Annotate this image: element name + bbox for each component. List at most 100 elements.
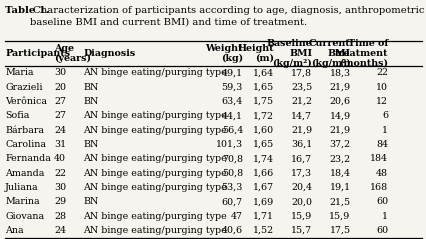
Text: 20,0: 20,0 [291, 197, 311, 206]
Text: Grazieli: Grazieli [5, 83, 43, 92]
Text: AN binge eating/purging type: AN binge eating/purging type [83, 68, 227, 77]
Text: 10: 10 [375, 83, 387, 92]
Text: Ana: Ana [5, 226, 24, 235]
Text: 1: 1 [381, 126, 387, 135]
Text: Weight
(kg): Weight (kg) [205, 43, 242, 63]
Text: 1,67: 1,67 [252, 183, 273, 192]
Text: 1,72: 1,72 [252, 111, 273, 120]
Text: Carolina: Carolina [5, 140, 46, 149]
Text: 101,3: 101,3 [215, 140, 242, 149]
Text: 49,1: 49,1 [222, 68, 242, 77]
Text: BN: BN [83, 83, 98, 92]
Text: Bárbara: Bárbara [5, 126, 44, 135]
Text: 30: 30 [54, 183, 66, 192]
Text: 22: 22 [54, 169, 66, 178]
Text: AN binge eating/purging type: AN binge eating/purging type [83, 183, 227, 192]
Text: 60: 60 [375, 197, 387, 206]
Text: 21,5: 21,5 [329, 197, 350, 206]
Text: Age
(years): Age (years) [54, 43, 91, 63]
Text: Amanda: Amanda [5, 169, 44, 178]
Text: Participants: Participants [5, 49, 70, 58]
Text: 1,66: 1,66 [252, 169, 273, 178]
Text: 20,4: 20,4 [291, 183, 311, 192]
Text: 40,6: 40,6 [222, 226, 242, 235]
Text: 60: 60 [375, 226, 387, 235]
Text: Sofia: Sofia [5, 111, 29, 120]
Text: 28: 28 [54, 212, 66, 221]
Text: Characterization of participants according to age, diagnosis, anthropometric dat: Characterization of participants accordi… [30, 6, 426, 26]
Text: 1,75: 1,75 [252, 97, 273, 106]
Text: 1: 1 [381, 212, 387, 221]
Text: 18,4: 18,4 [329, 169, 350, 178]
Text: Giovana: Giovana [5, 212, 44, 221]
Text: Baseline
BMI
(kg/m²): Baseline BMI (kg/m²) [266, 38, 311, 68]
Text: 21,2: 21,2 [291, 97, 311, 106]
Text: 24: 24 [54, 226, 66, 235]
Text: 17,3: 17,3 [291, 169, 311, 178]
Text: Verônica: Verônica [5, 97, 47, 106]
Text: 15,7: 15,7 [291, 226, 311, 235]
Text: 14,9: 14,9 [329, 111, 350, 120]
Text: 1,69: 1,69 [252, 197, 273, 206]
Text: 15,9: 15,9 [290, 212, 311, 221]
Text: 21,9: 21,9 [329, 83, 350, 92]
Text: 21,9: 21,9 [329, 126, 350, 135]
Text: AN binge eating/purging type: AN binge eating/purging type [83, 126, 227, 135]
Text: 23,5: 23,5 [290, 83, 311, 92]
Text: 50,8: 50,8 [222, 169, 242, 178]
Text: Marina: Marina [5, 197, 40, 206]
Text: BN: BN [83, 140, 98, 149]
Text: Fernanda: Fernanda [5, 154, 51, 163]
Text: AN binge eating/purging type: AN binge eating/purging type [83, 212, 227, 221]
Text: BN: BN [83, 97, 98, 106]
Text: 44,1: 44,1 [222, 111, 242, 120]
Text: 18,3: 18,3 [329, 68, 350, 77]
Text: 17,5: 17,5 [329, 226, 350, 235]
Text: 36,1: 36,1 [290, 140, 311, 149]
Text: 23,2: 23,2 [329, 154, 350, 163]
Text: 1,74: 1,74 [252, 154, 273, 163]
Text: 17,8: 17,8 [291, 68, 311, 77]
Text: 24: 24 [54, 126, 66, 135]
Text: 70,8: 70,8 [222, 154, 242, 163]
Text: 15,9: 15,9 [328, 212, 350, 221]
Text: 47: 47 [230, 212, 242, 221]
Text: Time of
treatment
(months): Time of treatment (months) [334, 39, 387, 68]
Text: 184: 184 [369, 154, 387, 163]
Text: AN binge eating/purging type: AN binge eating/purging type [83, 111, 227, 120]
Text: 1,64: 1,64 [252, 68, 273, 77]
Text: 1,71: 1,71 [252, 212, 273, 221]
Text: 12: 12 [375, 97, 387, 106]
Text: 48: 48 [375, 169, 387, 178]
Text: 6: 6 [381, 111, 387, 120]
Text: 40: 40 [54, 154, 66, 163]
Text: 16,7: 16,7 [291, 154, 311, 163]
Text: 19,1: 19,1 [329, 183, 350, 192]
Text: 37,2: 37,2 [329, 140, 350, 149]
Text: Table 1.: Table 1. [5, 6, 49, 15]
Text: 1,60: 1,60 [252, 126, 273, 135]
Text: Juliana: Juliana [5, 183, 39, 192]
Text: BN: BN [83, 197, 98, 206]
Text: Maria: Maria [5, 68, 34, 77]
Text: 59,3: 59,3 [221, 83, 242, 92]
Text: 1,52: 1,52 [252, 226, 273, 235]
Text: 31: 31 [54, 140, 66, 149]
Text: 1,65: 1,65 [252, 140, 273, 149]
Text: 21,9: 21,9 [291, 126, 311, 135]
Text: 29: 29 [54, 197, 66, 206]
Text: 20,6: 20,6 [329, 97, 350, 106]
Text: 14,7: 14,7 [291, 111, 311, 120]
Text: AN binge eating/purging type: AN binge eating/purging type [83, 154, 227, 163]
Text: 168: 168 [369, 183, 387, 192]
Text: AN binge eating/purging type: AN binge eating/purging type [83, 169, 227, 178]
Text: 60,7: 60,7 [222, 197, 242, 206]
Text: 1,65: 1,65 [252, 83, 273, 92]
Text: 22: 22 [375, 68, 387, 77]
Text: 63,4: 63,4 [221, 97, 242, 106]
Text: Current
BMI
(kg/m²): Current BMI (kg/m²) [308, 38, 350, 68]
Text: 53,3: 53,3 [221, 183, 242, 192]
Text: 84: 84 [375, 140, 387, 149]
Text: 20: 20 [54, 83, 66, 92]
Text: 27: 27 [54, 111, 66, 120]
